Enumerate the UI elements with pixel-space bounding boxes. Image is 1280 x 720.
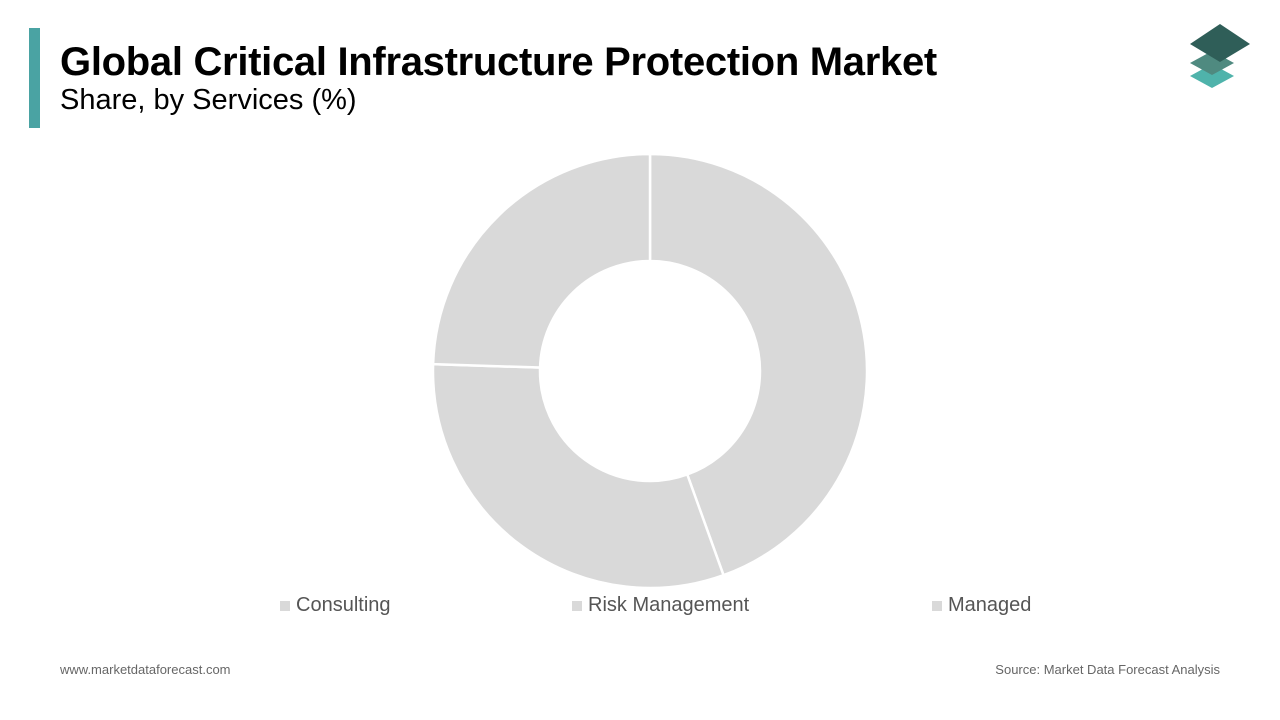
stacked-layers-icon	[1190, 24, 1250, 88]
legend-swatch	[932, 600, 942, 611]
legend-label: Consulting	[296, 594, 391, 616]
chart-legend: Consulting Risk Management Managed	[0, 594, 1280, 620]
legend-item-risk-management: Risk Management	[572, 594, 749, 617]
chart-title: Global Critical Infrastructure Protectio…	[60, 40, 937, 84]
chart-subtitle: Share, by Services (%)	[60, 84, 357, 116]
legend-label: Risk Management	[588, 594, 750, 616]
logo-layer-top	[1190, 24, 1250, 62]
donut-slice-managed	[431, 152, 652, 369]
title-accent-bar	[29, 28, 40, 128]
footer-website: www.marketdataforecast.com	[60, 662, 231, 677]
legend-item-consulting: Consulting	[280, 594, 391, 617]
donut-slices	[431, 152, 869, 590]
legend-item-managed: Managed	[932, 594, 1031, 617]
footer-source: Source: Market Data Forecast Analysis	[995, 662, 1220, 677]
legend-swatch	[572, 600, 582, 611]
legend-label: Managed	[948, 594, 1032, 616]
donut-slice-risk-management	[431, 362, 726, 590]
legend-swatch	[280, 600, 290, 611]
donut-slice-consulting	[648, 152, 869, 577]
logo-layer-bottom	[1190, 64, 1234, 88]
